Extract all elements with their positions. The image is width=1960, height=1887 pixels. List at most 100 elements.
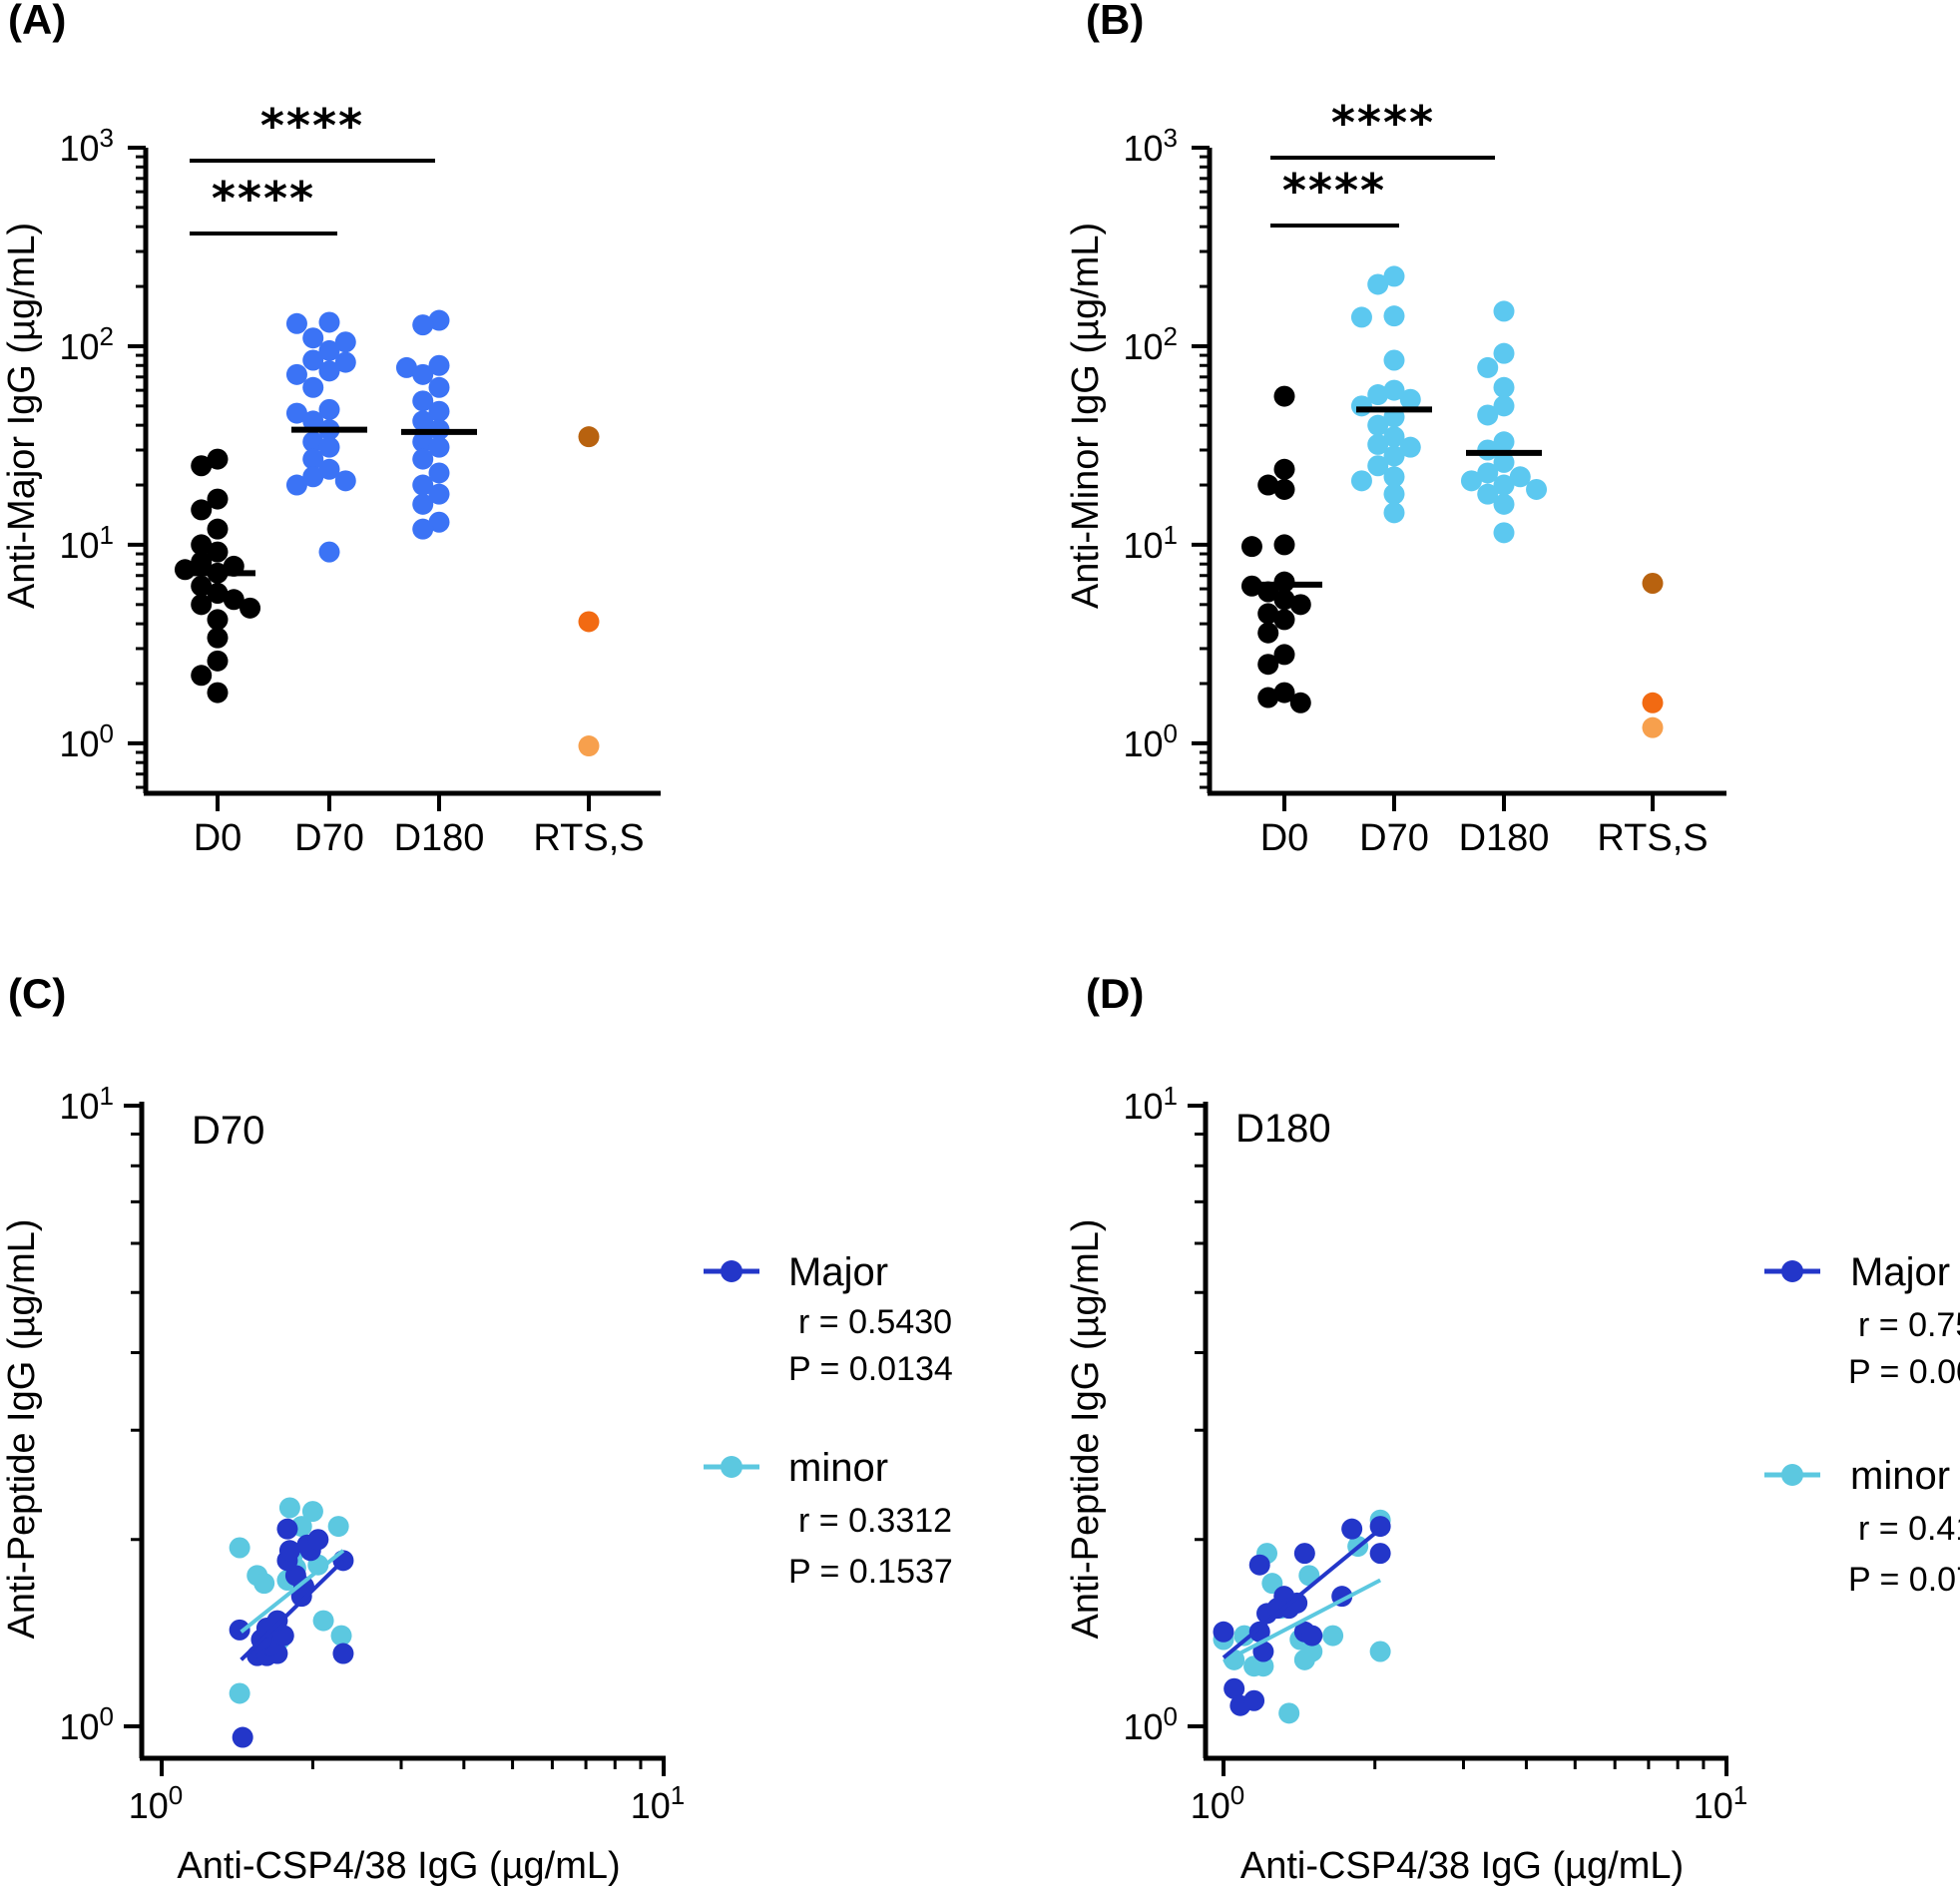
data-point: [1341, 1518, 1363, 1540]
legend-label: Major: [788, 1250, 888, 1294]
correlation-r: r = 0.5430: [798, 1303, 952, 1341]
y-tick-label: 101: [59, 520, 114, 566]
data-point: [207, 448, 229, 470]
data-point: [1526, 478, 1548, 500]
panel-label: (D): [1086, 970, 1144, 1017]
data-point: [1369, 1641, 1391, 1662]
data-point: [1383, 445, 1405, 467]
data-point: [301, 1501, 323, 1523]
data-point: [302, 466, 324, 488]
tick-exponent: 0: [100, 1701, 114, 1731]
data-point: [578, 426, 600, 448]
data-point: [1350, 306, 1372, 328]
legend-marker: [1781, 1260, 1803, 1282]
data-point: [428, 462, 450, 484]
category-label: D180: [1459, 817, 1550, 859]
data-point: [334, 351, 356, 373]
y-tick-label: 100: [1123, 1701, 1178, 1747]
timepoint-label: D180: [1235, 1107, 1331, 1151]
correlation-p: P = 0.1537: [788, 1553, 953, 1591]
data-point: [1493, 300, 1515, 322]
data-point: [290, 1586, 312, 1608]
tick-base: 10: [59, 525, 99, 566]
data-point: [191, 594, 213, 616]
y-tick-label: 102: [59, 321, 114, 367]
data-point: [174, 559, 196, 581]
regression-line: [1223, 1578, 1382, 1664]
data-point: [334, 470, 356, 492]
data-point: [1383, 379, 1405, 401]
data-point: [1240, 536, 1262, 558]
data-point: [207, 682, 229, 704]
significance-label: ****: [212, 172, 315, 226]
data-point: [412, 363, 434, 385]
data-point: [1367, 433, 1389, 455]
data-point: [1493, 451, 1515, 473]
data-point: [191, 499, 213, 521]
data-point: [1273, 534, 1295, 556]
tick-exponent: 2: [100, 321, 114, 351]
x-tick-label: 100: [1191, 1780, 1245, 1826]
data-point: [285, 312, 307, 334]
data-point: [1350, 395, 1372, 417]
category-label: D0: [1260, 817, 1309, 859]
data-point: [1367, 273, 1389, 295]
data-point: [318, 360, 340, 382]
panel-label: (B): [1086, 0, 1144, 43]
tick-base: 10: [129, 1785, 169, 1826]
tick-exponent: 1: [1733, 1780, 1747, 1810]
data-point: [1350, 470, 1372, 492]
tick-base: 10: [1123, 1706, 1163, 1747]
tick-exponent: 1: [100, 1081, 114, 1111]
x-axis-title: Anti-CSP4/38 IgG (µg/mL): [1240, 1845, 1684, 1887]
data-point: [191, 551, 213, 573]
tick-exponent: 0: [1164, 1701, 1178, 1731]
tick-base: 10: [1123, 326, 1163, 367]
data-point: [302, 376, 324, 398]
data-point: [412, 448, 434, 470]
y-tick-label: 100: [1123, 718, 1178, 764]
significance-label: ****: [260, 99, 364, 153]
y-tick-label: 100: [59, 718, 114, 764]
x-tick-label: 101: [631, 1780, 686, 1826]
data-point: [428, 376, 450, 398]
category-label: RTS,S: [1597, 817, 1708, 859]
data-point: [1642, 692, 1664, 713]
data-point: [229, 1537, 250, 1559]
data-point: [191, 665, 213, 687]
data-point: [302, 431, 324, 453]
data-point: [1273, 682, 1295, 704]
data-point: [1477, 404, 1499, 426]
data-point: [1383, 305, 1405, 327]
data-point: [1493, 395, 1515, 417]
y-tick-label: 100: [59, 1701, 114, 1747]
tick-exponent: 1: [671, 1780, 685, 1810]
data-point: [1477, 483, 1499, 505]
y-tick-label: 103: [59, 123, 114, 169]
data-point: [318, 458, 340, 480]
data-point: [1493, 522, 1515, 544]
data-point: [1460, 470, 1482, 492]
data-point: [191, 575, 213, 597]
data-point: [1383, 426, 1405, 448]
data-point: [1213, 1621, 1234, 1643]
data-point: [1367, 414, 1389, 436]
data-point: [232, 1726, 253, 1748]
data-point: [1383, 349, 1405, 371]
data-point: [334, 331, 356, 353]
correlation-p: P = 0.0711: [1848, 1561, 1960, 1599]
data-point: [1257, 687, 1279, 708]
tick-exponent: 2: [1164, 321, 1178, 351]
data-point: [318, 541, 340, 563]
y-tick-label: 103: [1123, 123, 1178, 169]
data-point: [1257, 603, 1279, 625]
data-point: [207, 541, 229, 563]
panel-label: (C): [8, 970, 66, 1017]
tick-base: 10: [1123, 525, 1163, 566]
data-point: [412, 431, 434, 453]
data-point: [1257, 654, 1279, 676]
y-axis-title: Anti-Peptide IgG (µg/mL): [1065, 1218, 1107, 1639]
